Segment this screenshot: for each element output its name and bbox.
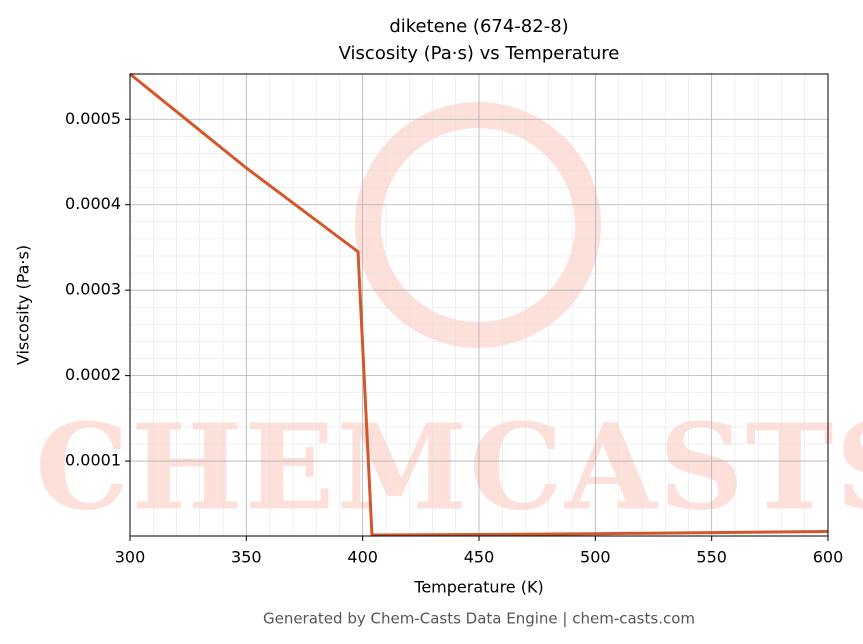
y-tick-label: 0.0004 <box>65 194 121 213</box>
x-tick-label: 350 <box>231 548 262 567</box>
x-tick-label: 300 <box>115 548 146 567</box>
y-axis-label: Viscosity (Pa·s) <box>14 245 33 365</box>
y-tick-label: 0.0005 <box>65 109 121 128</box>
y-tick-label: 0.0001 <box>65 451 121 470</box>
y-tick-label: 0.0002 <box>65 365 121 384</box>
data-line <box>129 72 829 537</box>
footer: Generated by Chem-Casts Data Engine | ch… <box>263 610 695 628</box>
x-tick-label: 450 <box>464 548 495 567</box>
plot-frame <box>129 73 829 537</box>
chart-title: diketene (674-82-8) <box>389 16 568 37</box>
chart-subtitle: Viscosity (Pa·s) vs Temperature <box>339 43 620 64</box>
x-tick-label: 500 <box>580 548 611 567</box>
x-axis-label: Temperature (K) <box>413 578 543 597</box>
y-tick-label: 0.0003 <box>65 280 121 299</box>
watermark-ring <box>355 102 601 348</box>
x-tick-label: 400 <box>347 548 378 567</box>
x-tick-label: 600 <box>813 548 844 567</box>
x-tick-label: 550 <box>696 548 727 567</box>
watermark: CHEMCASTS <box>35 398 863 537</box>
